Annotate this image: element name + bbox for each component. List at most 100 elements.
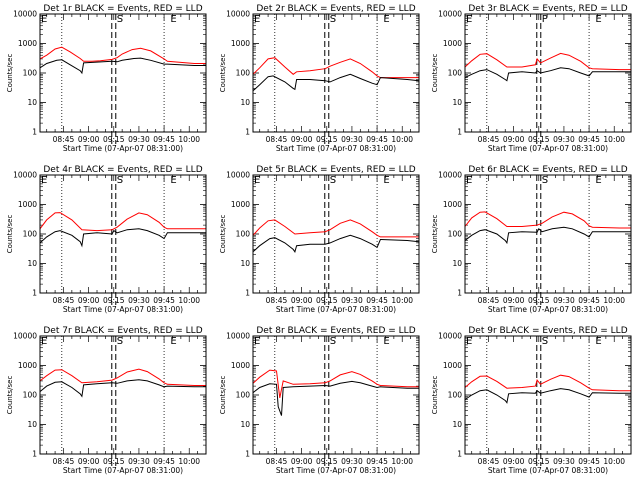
y-axis-label: Counts/sec xyxy=(219,376,227,415)
y-tick-label: 10000 xyxy=(438,332,462,341)
series-red xyxy=(39,212,206,232)
x-tick-label: 10:00 xyxy=(178,296,200,305)
y-tick-label: 1000 xyxy=(231,361,250,370)
series-black xyxy=(252,73,420,92)
plot-frame xyxy=(252,13,420,133)
x-tick-label: 09:15 xyxy=(316,296,338,305)
panel-title: Det 2r BLACK = Events, RED = LLD xyxy=(256,4,415,14)
x-tick-label: 10:00 xyxy=(603,457,625,466)
y-tick-label: 10 xyxy=(27,420,37,429)
x-tick-label: 09:00 xyxy=(291,296,313,305)
panel-title: Det 7r BLACK = Events, RED = LLD xyxy=(43,326,202,336)
marker-label: E xyxy=(383,14,389,25)
x-axis-label: Start Time (07-Apr-07 08:31:00) xyxy=(276,466,396,475)
y-tick-label: 1000 xyxy=(443,200,462,209)
marker-label: E xyxy=(170,14,176,25)
panel-title: Det 1r BLACK = Events, RED = LLD xyxy=(43,4,202,14)
panel-title: Det 5r BLACK = Events, RED = LLD xyxy=(256,165,415,175)
x-tick-label: 09:15 xyxy=(528,135,550,144)
x-axis-label: Start Time (07-Apr-07 08:31:00) xyxy=(488,305,608,314)
y-tick-label: 10000 xyxy=(13,171,37,180)
x-tick-label: 09:30 xyxy=(341,457,363,466)
series-red xyxy=(39,368,206,386)
series-red xyxy=(39,46,206,64)
series-red xyxy=(464,211,631,229)
y-tick-label: 10000 xyxy=(13,10,37,19)
plot-frame xyxy=(464,13,632,133)
y-axis-label: Counts/sec xyxy=(6,376,14,415)
x-tick-label: 08:45 xyxy=(53,457,75,466)
x-tick-label: 09:00 xyxy=(78,457,100,466)
x-tick-label: 09:45 xyxy=(578,457,600,466)
x-tick-label: 09:45 xyxy=(153,135,175,144)
y-tick-label: 1 xyxy=(245,128,250,137)
y-axis-label: Counts/sec xyxy=(219,54,227,93)
series-black xyxy=(252,380,419,416)
y-tick-label: 100 xyxy=(23,69,38,78)
x-tick-label: 09:15 xyxy=(528,296,550,305)
y-tick-label: 10000 xyxy=(226,171,250,180)
y-tick-label: 1 xyxy=(32,450,37,459)
marker-label: S xyxy=(330,336,336,347)
x-tick-label: 10:00 xyxy=(603,296,625,305)
x-tick-label: 09:30 xyxy=(128,135,150,144)
y-tick-label: 10 xyxy=(452,420,462,429)
x-tick-label: 09:45 xyxy=(153,296,175,305)
panel-title: Det 8r BLACK = Events, RED = LLD xyxy=(256,326,415,336)
marker-label: E xyxy=(41,175,47,186)
y-tick-label: 1000 xyxy=(18,200,37,209)
marker-label: E xyxy=(383,336,389,347)
series-black xyxy=(39,379,206,398)
x-tick-label: 09:30 xyxy=(341,296,363,305)
y-tick-label: 100 xyxy=(236,69,251,78)
panel-det-5: Det 5r BLACK = Events, RED = LLD Counts/s… xyxy=(219,165,420,314)
y-tick-label: 10 xyxy=(27,98,37,107)
panel-title: Det 6r BLACK = Events, RED = LLD xyxy=(468,165,627,175)
y-tick-label: 10 xyxy=(452,98,462,107)
y-tick-label: 1000 xyxy=(18,39,37,48)
x-tick-label: 09:30 xyxy=(128,296,150,305)
x-axis-label: Start Time (07-Apr-07 08:31:00) xyxy=(488,466,608,475)
x-tick-label: 10:00 xyxy=(391,296,413,305)
y-tick-label: 1000 xyxy=(443,39,462,48)
x-tick-label: 09:00 xyxy=(78,135,100,144)
x-tick-label: 09:30 xyxy=(553,135,575,144)
y-tick-label: 10000 xyxy=(226,10,250,19)
marker-label: E xyxy=(41,336,47,347)
marker-label: S xyxy=(330,14,336,25)
marker-label: E xyxy=(466,175,472,186)
y-tick-label: 10 xyxy=(240,98,250,107)
x-axis-label: Start Time (07-Apr-07 08:31:00) xyxy=(63,144,183,153)
y-tick-label: 10 xyxy=(27,259,37,268)
x-tick-label: 08:45 xyxy=(53,296,75,305)
panel-det-1: Det 1r BLACK = Events, RED = LLD Counts/s… xyxy=(6,4,207,153)
x-tick-label: 10:00 xyxy=(391,135,413,144)
marker-label: S xyxy=(117,175,123,186)
x-tick-label: 10:00 xyxy=(178,457,200,466)
marker-label: S xyxy=(117,336,123,347)
panel-det-2: Det 2r BLACK = Events, RED = LLD Counts/s… xyxy=(219,4,420,153)
panel-det-8: Det 8r BLACK = Events, RED = LLD Counts/s… xyxy=(219,326,420,475)
series-red xyxy=(252,57,419,79)
x-tick-label: 09:00 xyxy=(291,457,313,466)
marker-label: E xyxy=(254,175,260,186)
plot-frame xyxy=(464,335,632,455)
x-tick-label: 09:30 xyxy=(341,135,363,144)
y-tick-label: 10000 xyxy=(226,332,250,341)
x-tick-label: 09:00 xyxy=(503,457,525,466)
y-tick-label: 1 xyxy=(457,128,462,137)
x-axis-label: Start Time (07-Apr-07 08:31:00) xyxy=(63,466,183,475)
x-tick-label: 10:00 xyxy=(178,135,200,144)
y-tick-label: 1 xyxy=(245,450,250,459)
marker-label: E xyxy=(254,14,260,25)
series-black xyxy=(39,57,206,75)
series-black xyxy=(39,228,206,248)
x-tick-label: 08:45 xyxy=(266,457,288,466)
x-tick-label: 08:45 xyxy=(478,135,500,144)
y-axis-label: Counts/sec xyxy=(431,376,439,415)
x-tick-label: 09:30 xyxy=(128,457,150,466)
x-tick-label: 08:45 xyxy=(478,457,500,466)
series-red xyxy=(252,369,419,398)
marker-label: E xyxy=(41,14,47,25)
